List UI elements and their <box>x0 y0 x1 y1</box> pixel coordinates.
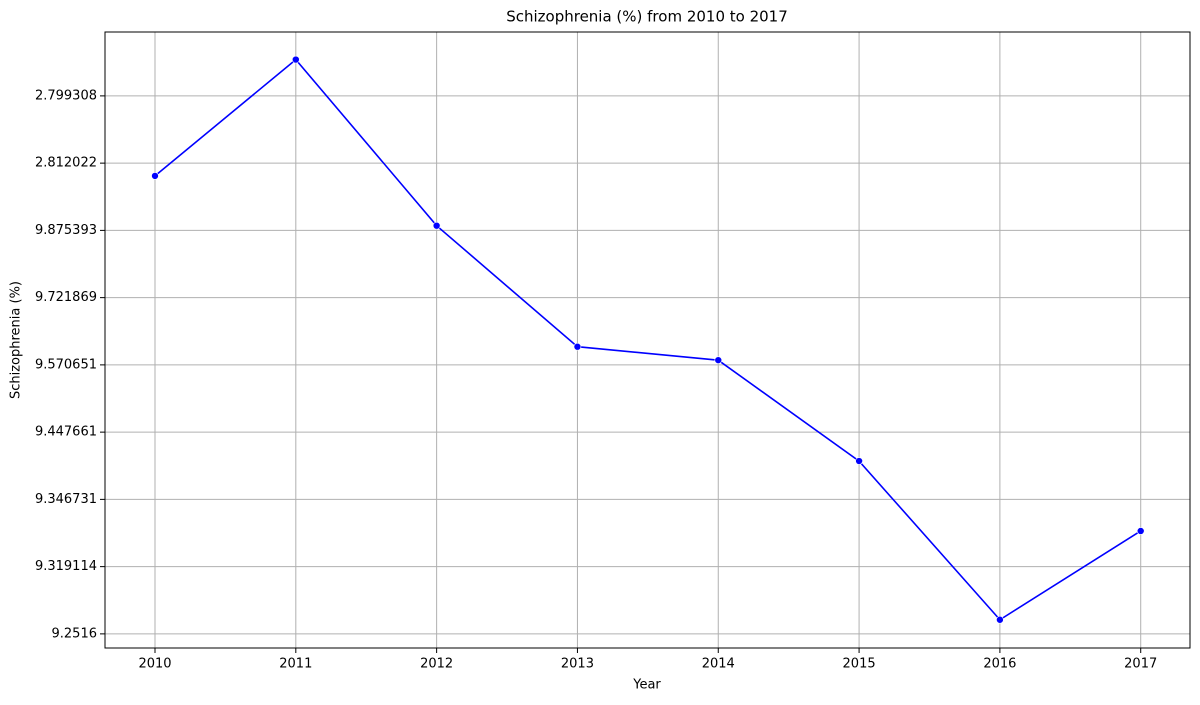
y-tick-label: 9.570651 <box>35 357 97 372</box>
y-tick-label: 9.2516 <box>52 626 98 641</box>
y-tick-label: 2.799308 <box>35 88 97 103</box>
data-point <box>996 615 1004 624</box>
x-tick-label: 2010 <box>138 657 171 672</box>
x-tick-label: 2016 <box>983 657 1016 672</box>
data-point <box>855 457 863 465</box>
data-point <box>151 172 159 180</box>
data-point <box>432 221 441 230</box>
y-axis-label: Schizophrenia (%) <box>9 281 24 399</box>
y-tick-label: 9.875393 <box>35 223 97 238</box>
y-tick-label: 9.721869 <box>35 290 97 305</box>
x-tick-label: 2015 <box>843 657 876 672</box>
x-tick-label: 2017 <box>1124 657 1157 672</box>
x-axis-label: Year <box>632 678 661 693</box>
data-point <box>714 356 723 364</box>
x-tick-label: 2011 <box>279 657 312 672</box>
y-tick-label: 2.812022 <box>35 156 97 171</box>
x-tick-label: 2013 <box>561 657 594 672</box>
y-tick-label: 9.346731 <box>35 492 97 507</box>
chart-title: Schizophrenia (%) from 2010 to 2017 <box>506 8 788 26</box>
data-point <box>292 55 300 64</box>
y-tick-label: 9.447661 <box>35 425 97 440</box>
x-tick-label: 2014 <box>702 657 735 672</box>
y-tick-label: 9.319114 <box>35 559 97 574</box>
data-point <box>1136 527 1145 535</box>
x-tick-label: 2012 <box>420 657 453 672</box>
plot-frame <box>104 31 1191 649</box>
data-point <box>573 342 582 351</box>
data-line <box>154 58 1142 621</box>
